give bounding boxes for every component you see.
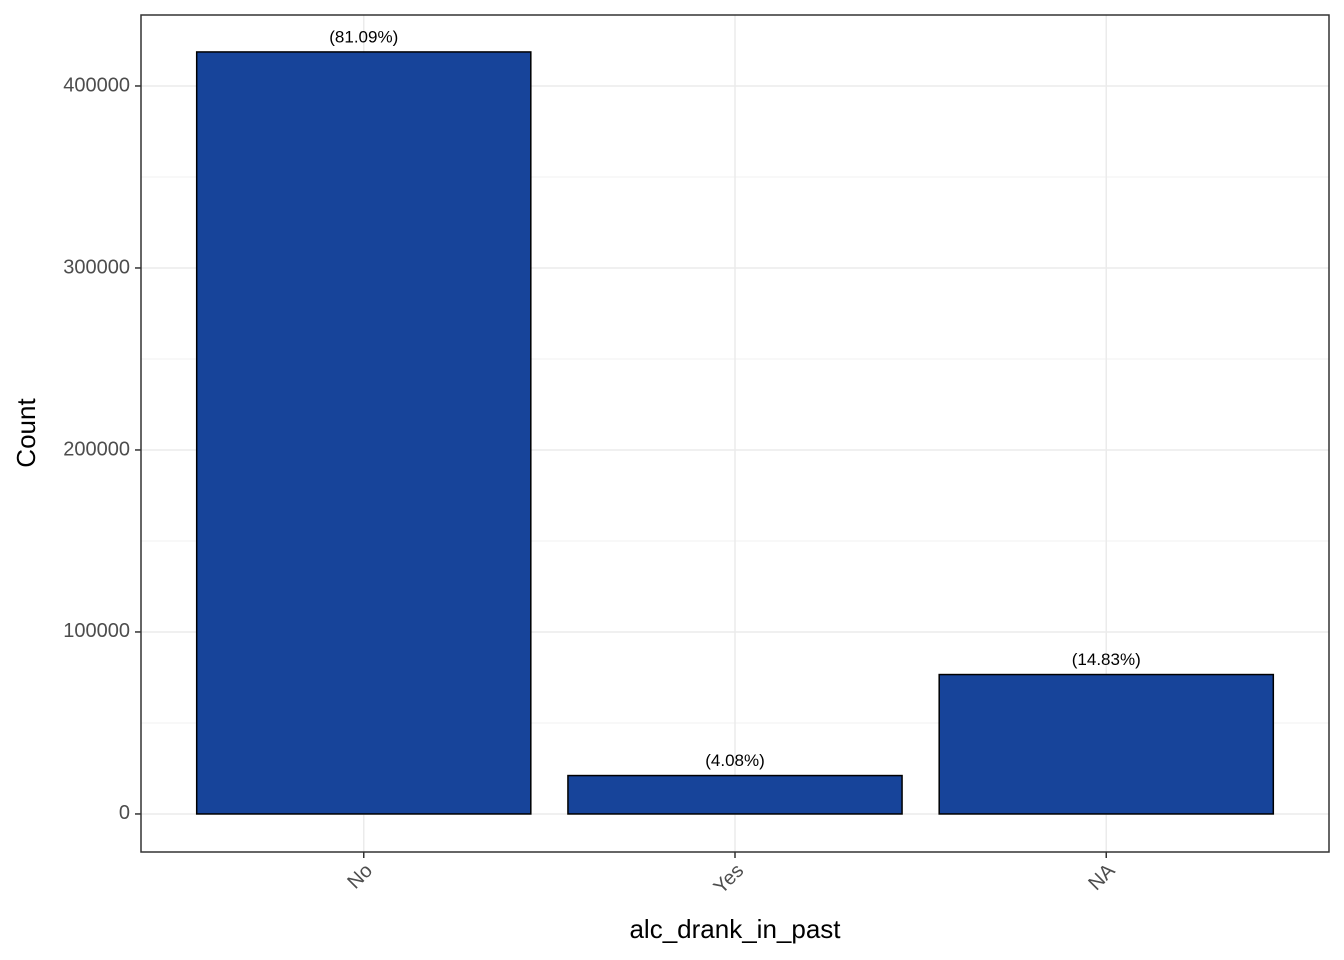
y-tick-label: 400000 <box>63 74 130 96</box>
bar-annotation: (81.09%) <box>329 27 398 46</box>
bar-annotation: (14.83%) <box>1072 650 1141 669</box>
bar <box>195 51 532 815</box>
y-tick-label: 300000 <box>63 256 130 278</box>
bar-annotation: (4.08%) <box>705 751 765 770</box>
bar <box>938 673 1275 815</box>
bar <box>567 774 903 815</box>
y-tick-label: 100000 <box>63 620 130 642</box>
x-tick-label: No <box>343 860 377 894</box>
y-tick-label: 200000 <box>63 438 130 460</box>
panel-border <box>140 14 1330 853</box>
y-axis-title: Count <box>11 398 41 468</box>
x-tick-label: NA <box>1084 859 1120 895</box>
x-tick-label: Yes <box>710 860 749 899</box>
x-axis-title: alc_drank_in_past <box>629 914 841 944</box>
y-tick-label: 0 <box>119 802 130 824</box>
